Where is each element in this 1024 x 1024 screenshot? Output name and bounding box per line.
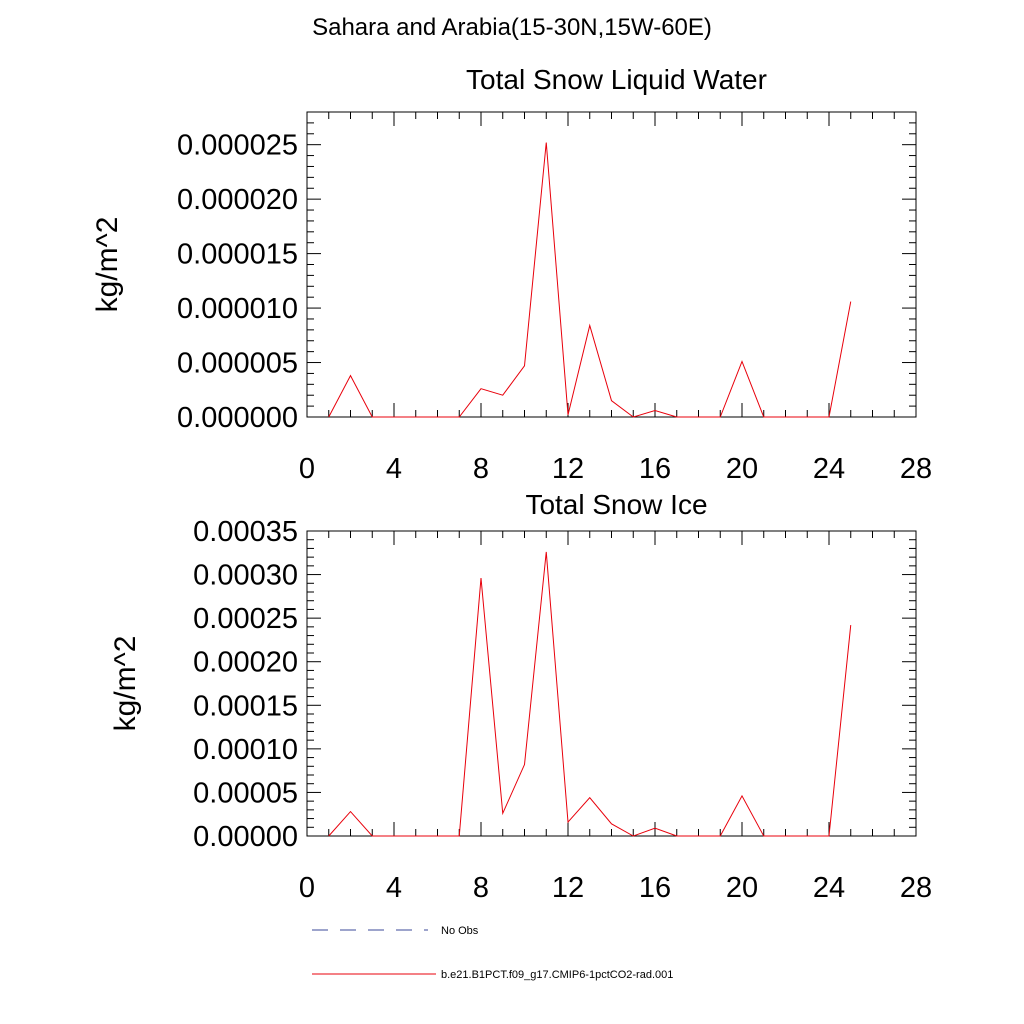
- plot-frame: [306, 530, 917, 837]
- legend-label-no-obs: No Obs: [441, 925, 479, 937]
- y-axis-label: kg/m^2: [109, 636, 142, 732]
- y-tick-label: 0.000020: [177, 184, 298, 216]
- x-tick-label: 12: [552, 453, 584, 485]
- x-tick-label: 24: [813, 872, 845, 904]
- x-tick-label: 24: [813, 453, 845, 485]
- x-tick-label: 4: [386, 872, 402, 904]
- x-tick-label: 28: [900, 872, 932, 904]
- x-tick-label: 0: [299, 453, 315, 485]
- series-line: [328, 142, 852, 418]
- y-tick-label: 0.00015: [193, 690, 298, 722]
- x-tick-label: 16: [639, 453, 671, 485]
- y-tick-label: 0.000005: [177, 348, 298, 380]
- chart-panel-snow-liquid-water: Total Snow Liquid Water kg/m^2 0 4 8 12 16 20 24…: [91, 64, 932, 485]
- y-tick-label: 0.00030: [193, 560, 298, 592]
- x-tick-label: 8: [473, 872, 489, 904]
- x-tick-label: 0: [299, 872, 315, 904]
- y-tick-label: 0.00000: [193, 821, 298, 853]
- page-title: Sahara and Arabia(15-30N,15W-60E): [312, 14, 712, 41]
- y-tick-label: 0.00010: [193, 734, 298, 766]
- chart-title: Total Snow Ice: [525, 489, 707, 520]
- y-tick-label: 0.000015: [177, 239, 298, 271]
- x-tick-label: 20: [726, 872, 758, 904]
- series-line: [328, 551, 852, 837]
- chart-title: Total Snow Liquid Water: [466, 64, 767, 95]
- x-tick-label: 20: [726, 453, 758, 485]
- y-tick-label: 0.000000: [177, 402, 298, 434]
- x-tick-label: 4: [386, 453, 402, 485]
- y-tick-label: 0.00025: [193, 603, 298, 635]
- plot-frame: [306, 111, 917, 418]
- y-tick-label: 0.00035: [193, 516, 298, 548]
- x-tick-label: 8: [473, 453, 489, 485]
- y-tick-label: 0.000025: [177, 130, 298, 162]
- y-tick-label: 0.00020: [193, 647, 298, 679]
- y-tick-label: 0.00005: [193, 777, 298, 809]
- legend: No Obs b.e21.B1PCT.f09_g17.CMIP6-1pctCO2…: [312, 925, 673, 981]
- x-tick-label: 12: [552, 872, 584, 904]
- legend-label-model-run: b.e21.B1PCT.f09_g17.CMIP6-1pctCO2-rad.00…: [441, 969, 673, 981]
- y-axis-label: kg/m^2: [91, 217, 124, 313]
- x-tick-label: 28: [900, 453, 932, 485]
- x-tick-label: 16: [639, 872, 671, 904]
- chart-panel-snow-ice: Total Snow Ice kg/m^2 0 4 8 12 16 20 24 28 0.00000…: [109, 489, 932, 904]
- y-tick-label: 0.000010: [177, 293, 298, 325]
